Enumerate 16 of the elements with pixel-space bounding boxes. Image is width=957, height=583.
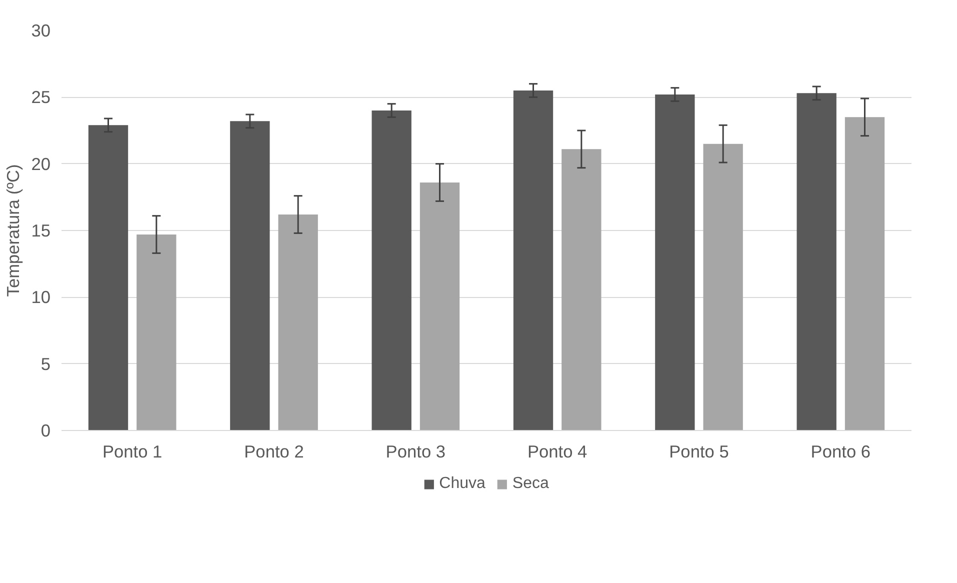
x-tick-label: Ponto 6 [810, 442, 871, 462]
y-tick-label: 5 [40, 354, 51, 374]
x-tick-label: Ponto 1 [102, 442, 162, 462]
y-tick-label: 15 [31, 220, 51, 240]
legend-label: Chuva [439, 475, 486, 493]
y-axis-title: Temperatura (ºC) [3, 164, 24, 297]
y-tick-label: 20 [31, 154, 51, 174]
x-tick-label: Ponto 2 [244, 442, 304, 462]
y-tick-label: 10 [31, 287, 51, 308]
y-tick-label: 30 [31, 20, 51, 40]
x-tick-label: Ponto 3 [386, 442, 446, 462]
y-tick-label: 25 [31, 87, 51, 108]
x-tick-label: Ponto 4 [527, 442, 588, 462]
legend-label: Seca [512, 475, 549, 493]
x-tick-label: Ponto 5 [669, 442, 729, 462]
y-tick-label: 0 [40, 420, 51, 440]
